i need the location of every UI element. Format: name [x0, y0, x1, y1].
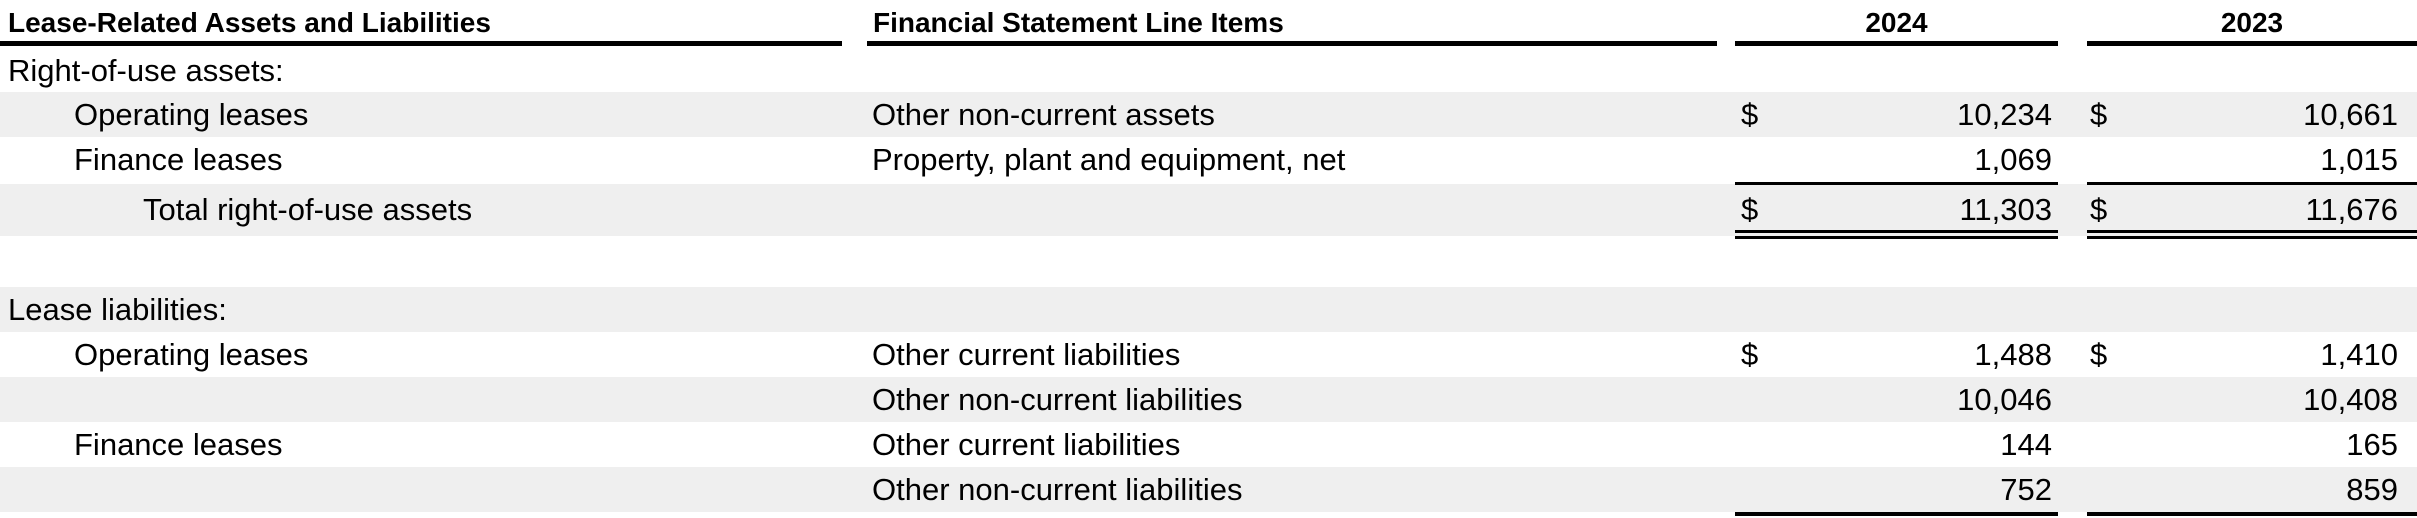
row-label: Operating leases [74, 96, 309, 132]
table-row: Operating leases Other non-current asset… [0, 92, 2417, 137]
header-line-items-label: Financial Statement Line Items [873, 7, 1284, 38]
header-lease-related: Lease-Related Assets and Liabilities [0, 0, 842, 46]
row-label: Total right-of-use assets [143, 192, 473, 227]
header-year-2023-label: 2023 [2220, 7, 2284, 38]
value-2023: 11,676 [2305, 192, 2398, 227]
table-row: Right-of-use assets: [0, 50, 2417, 92]
row-line-item: Other non-current liabilities [872, 381, 1243, 417]
total-double-rule-2024-bottom [1735, 236, 2058, 239]
subtotal-rule-2023 [2087, 182, 2417, 185]
value-2023: 1,410 [2320, 336, 2398, 372]
total-double-rule-2023-bottom [2087, 236, 2417, 239]
value-2023: 165 [2346, 426, 2398, 462]
bottom-rule-2023 [2087, 512, 2417, 516]
table-row: Operating leases Other current liabiliti… [0, 332, 2417, 377]
table-row: Other non-current liabilities 10,046 10,… [0, 377, 2417, 422]
header-year-2023: 2023 [2087, 0, 2417, 46]
row-label: Finance leases [74, 141, 283, 177]
currency-symbol: $ [2090, 336, 2108, 372]
header-lease-related-label: Lease-Related Assets and Liabilities [8, 7, 491, 38]
value-2024: 1,488 [1974, 336, 2052, 372]
value-2023: 859 [2346, 471, 2398, 507]
row-label: Lease liabilities: [8, 291, 227, 327]
row-label: Right-of-use assets: [8, 53, 284, 88]
currency-symbol: $ [1741, 192, 1759, 227]
row-label: Operating leases [74, 336, 309, 372]
total-double-rule-2023-top [2087, 230, 2417, 233]
value-2024: 144 [2000, 426, 2052, 462]
total-double-rule-2024-top [1735, 230, 2058, 233]
table-row: Lease liabilities: [0, 287, 2417, 332]
bottom-rule-2024 [1735, 512, 2058, 516]
row-line-item: Property, plant and equipment, net [872, 141, 1346, 177]
currency-symbol: $ [1741, 336, 1759, 372]
value-2023: 10,661 [2303, 96, 2398, 132]
header-line-items: Financial Statement Line Items [867, 0, 1717, 46]
row-line-item: Other non-current liabilities [872, 471, 1243, 507]
table-row-total: Total right-of-use assets $ 11,303 $ 11,… [0, 184, 2417, 236]
value-2023: 1,015 [2320, 141, 2398, 177]
value-2024: 11,303 [1959, 192, 2052, 227]
table-row: Finance leases Property, plant and equip… [0, 137, 2417, 182]
currency-symbol: $ [2090, 192, 2108, 227]
currency-symbol: $ [2090, 96, 2108, 132]
value-2024: 1,069 [1974, 141, 2052, 177]
row-line-item: Other current liabilities [872, 426, 1181, 462]
value-2024: 752 [2000, 471, 2052, 507]
value-2023: 10,408 [2303, 381, 2398, 417]
table-row: Finance leases Other current liabilities… [0, 422, 2417, 467]
value-2024: 10,234 [1957, 96, 2052, 132]
table-row: Other non-current liabilities 752 859 [0, 467, 2417, 512]
row-line-item: Other current liabilities [872, 336, 1181, 372]
currency-symbol: $ [1741, 96, 1759, 132]
row-line-item: Other non-current assets [872, 96, 1215, 132]
header-year-2024: 2024 [1735, 0, 2058, 46]
row-label: Finance leases [74, 426, 283, 462]
subtotal-rule-2024 [1735, 182, 2058, 185]
header-year-2024-label: 2024 [1865, 7, 1928, 38]
value-2024: 10,046 [1957, 381, 2052, 417]
